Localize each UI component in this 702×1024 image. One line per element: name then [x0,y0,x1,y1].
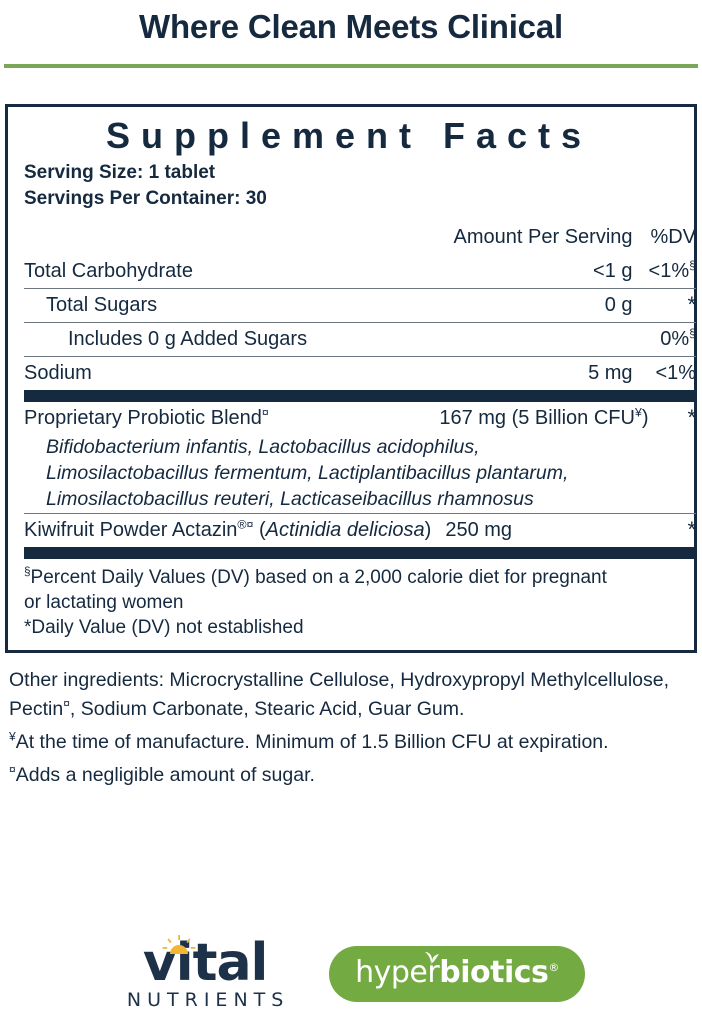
navy-bar [24,547,697,559]
leaf-sprout-icon [425,952,440,965]
row-dv-added-sugars: 0%§ [648,322,697,357]
supplement-facts-panel: Supplement Facts Serving Size: 1 tablet … [5,104,697,653]
row-dv-kiwifruit: * [648,513,697,547]
row-amount-total-sugars: 0 g [431,288,649,323]
logo-row: vital NUTRIENTS hyperbiotics® [0,924,702,1024]
bar-cell [24,547,697,559]
table-row-blend: Proprietary Probiotic Blend¤ 167 mg (5 B… [24,402,696,435]
footnote-dv-not-established: *Daily Value (DV) not established [24,617,304,638]
header-amount-per-serving: Amount Per Serving [453,226,633,248]
hyperbiotics-logo: hyperbiotics® [329,946,585,1002]
row-dv-total-sugars: * [648,288,697,323]
registered-currency-sup: ®¤ [237,517,254,532]
dagger-section-sup: § [689,258,697,273]
serving-size: Serving Size: 1 tablet [24,162,216,183]
nutrition-table: Amount Per Serving %DV Total Carbohydrat… [24,221,697,559]
table-row-kiwifruit: Kiwifruit Powder Actazin®¤ (Actinidia de… [24,513,697,547]
navy-bar [24,390,697,402]
row-name-total-carbohydrate: Total Carbohydrate [24,251,432,289]
row-amount-sodium: 5 mg [431,356,649,390]
note-negligible-sugar: ¤Adds a negligible amount of sugar. [9,762,315,786]
row-name-probiotic-blend: Proprietary Probiotic Blend¤ [24,405,269,429]
kiwifruit-latin-name: Actinidia deliciosa [265,519,425,541]
table-row: Total Sugars 0 g * [24,288,697,323]
row-name-total-sugars: Total Sugars [24,288,432,323]
page-title: Where Clean Meets Clinical [139,8,563,45]
strain-line: Limosilactobacillus fermentum, Lactiplan… [24,461,696,487]
row-amount-added-sugars [431,322,649,357]
strains-line-2: Limosilactobacillus fermentum, Lactiplan… [46,462,569,484]
row-amount-probiotic-blend: 167 mg (5 Billion CFU¥) [439,405,649,429]
yen-sup: ¥ [634,405,642,420]
row-amount-kiwifruit: 250 mg [431,513,649,547]
biotics-text: biotics [439,955,549,990]
section-sup: § [24,565,31,579]
servings-per-container: Servings Per Container: 30 [24,188,267,209]
strains-line-3: Limosilactobacillus reuteri, Lacticaseib… [46,488,534,510]
bar-cell [24,390,697,402]
row-amount-total-carbohydrate: <1 g [431,251,649,289]
registered-trademark-icon: ® [548,961,559,974]
nutrients-wordmark: NUTRIENTS [126,989,290,1011]
hyperbiotics-wordmark: hyperbiotics® [355,957,559,989]
row-dv-sodium: <1% [648,356,697,390]
row-dv-probiotic-blend: * [687,405,697,430]
row-name-sodium: Sodium [24,356,432,390]
panel-footnotes: §Percent Daily Values (DV) based on a 2,… [24,565,678,640]
table-row: Sodium 5 mg <1% [24,356,697,390]
table-row: Includes 0 g Added Sugars 0%§ [24,322,697,357]
other-ingredients-line-2: Pectin¤, Sodium Carbonate, Stearic Acid,… [9,696,465,720]
yen-sup: ¥ [9,729,16,744]
thick-separator-bar [24,390,697,402]
green-divider [4,64,698,68]
other-ingredients-block: Other ingredients: Microcrystalline Cell… [9,667,697,789]
row-dv-total-carbohydrate: <1%§ [648,251,697,289]
thick-separator-bar-bottom [24,547,697,559]
row-name-added-sugars: Includes 0 g Added Sugars [24,322,432,357]
header-percent-dv: %DV [650,226,697,248]
table-row: Total Carbohydrate <1 g <1%§ [24,251,697,289]
hyper-text: hyper [355,955,440,990]
table-header-row: Amount Per Serving %DV [24,221,696,253]
strain-line: Bifidobacterium infantis, Lactobacillus … [24,435,696,461]
sunburst-icon [162,935,196,954]
strain-line: Limosilactobacillus reuteri, Lacticaseib… [24,487,696,514]
currency-sup: ¤ [9,762,16,777]
note-manufacture-cfu: ¥At the time of manufacture. Minimum of … [9,729,609,753]
vital-wordmark: vital [142,933,269,993]
other-ingredients-line-1: Other ingredients: Microcrystalline Cell… [9,669,670,691]
currency-sup: ¤ [63,696,70,711]
footnote-daily-values: §Percent Daily Values (DV) based on a 2,… [24,565,607,588]
footnote-daily-values-cont: or lactating women [24,592,184,613]
strains-line-1: Bifidobacterium infantis, Lactobacillus … [46,436,480,458]
supplement-facts-title: Supplement Facts [105,115,593,156]
row-name-kiwifruit: Kiwifruit Powder Actazin®¤ (Actinidia de… [24,513,432,547]
header-spacer [24,221,431,253]
section-sup: § [689,326,697,341]
currency-sup: ¤ [261,405,269,420]
vital-nutrients-logo: vital NUTRIENTS [117,933,293,1011]
